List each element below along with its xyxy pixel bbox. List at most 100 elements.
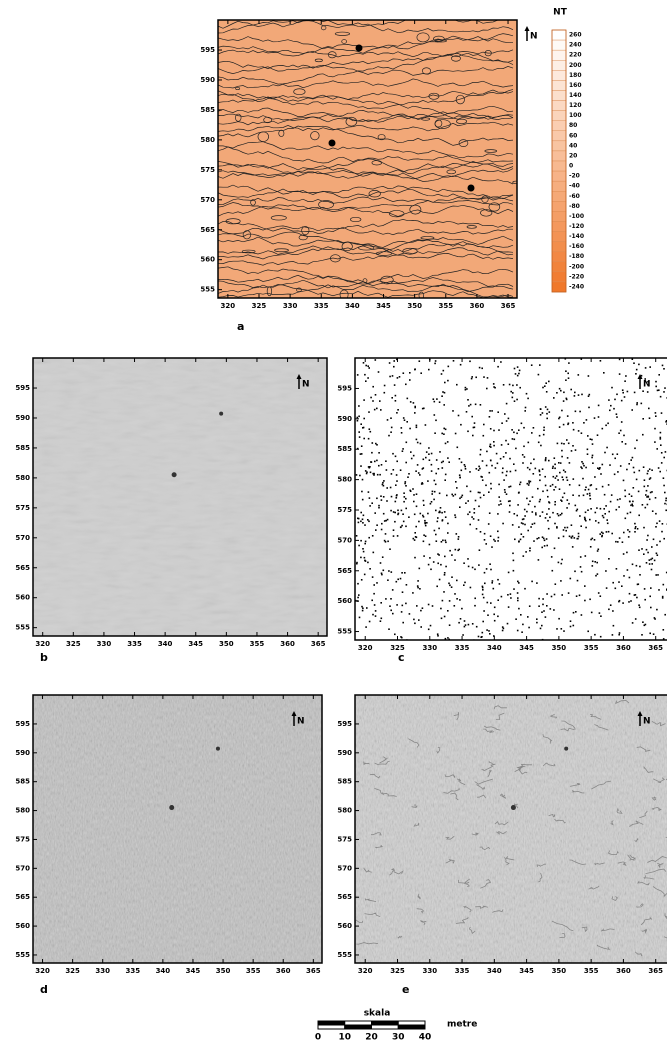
dot	[523, 427, 525, 429]
dot	[435, 473, 437, 475]
dot	[363, 399, 365, 401]
dot	[454, 593, 456, 595]
dot	[360, 557, 362, 559]
dot	[656, 523, 658, 525]
dot	[472, 435, 474, 437]
dot	[381, 573, 383, 575]
dot	[597, 573, 599, 575]
dot	[405, 498, 407, 500]
dot	[606, 531, 608, 533]
dot	[418, 472, 420, 474]
dot	[372, 473, 374, 475]
dot	[567, 424, 569, 426]
x-tick-label: 340	[156, 967, 171, 975]
legend-label: -160	[569, 243, 584, 250]
dot	[401, 611, 403, 613]
map-panel: 3203253303353403453503553603655955905855…	[337, 695, 667, 975]
dot	[360, 540, 362, 542]
anomaly	[511, 805, 516, 810]
dot	[445, 443, 447, 445]
scale-segment	[398, 1021, 425, 1025]
dot	[434, 401, 436, 403]
dot	[445, 429, 447, 431]
dot	[474, 605, 476, 607]
y-tick-label: 590	[15, 749, 30, 757]
dot	[662, 523, 664, 525]
x-tick-label: 320	[221, 302, 236, 310]
dot	[635, 618, 637, 620]
y-tick-label: 585	[337, 445, 352, 453]
dot	[587, 453, 589, 455]
dot	[404, 483, 406, 485]
dot	[560, 580, 562, 582]
dot	[610, 501, 612, 503]
dot	[405, 485, 407, 487]
dot	[459, 474, 461, 476]
dot	[444, 574, 446, 576]
anomaly	[468, 185, 475, 192]
dot	[664, 492, 666, 494]
dot	[606, 519, 608, 521]
dot	[468, 566, 470, 568]
dot	[638, 515, 640, 517]
dot	[514, 439, 516, 441]
dot	[459, 506, 461, 508]
dot	[661, 412, 663, 414]
legend-label: 180	[569, 72, 582, 79]
dot	[512, 397, 514, 399]
dot	[620, 465, 622, 467]
dot	[521, 423, 523, 425]
dot	[482, 589, 484, 591]
dot	[390, 431, 392, 433]
dot	[632, 501, 634, 503]
dot	[416, 493, 418, 495]
dot	[471, 516, 473, 518]
dot	[524, 515, 526, 517]
dot	[567, 479, 569, 481]
dot	[378, 371, 380, 373]
x-tick-label: 325	[65, 967, 80, 975]
dot	[591, 612, 593, 614]
dot	[367, 365, 369, 367]
dot	[419, 568, 421, 570]
dot	[612, 454, 614, 456]
y-tick-label: 580	[200, 136, 215, 144]
dot	[464, 466, 466, 468]
x-tick-label: 345	[519, 644, 534, 652]
dot	[539, 499, 541, 501]
dot	[551, 596, 553, 598]
dot	[648, 408, 650, 410]
dot	[565, 530, 567, 532]
dot	[433, 499, 435, 501]
dot	[497, 599, 499, 601]
dot	[603, 508, 605, 510]
scale-label: 0	[315, 1033, 321, 1043]
dot	[424, 520, 426, 522]
dot	[403, 501, 405, 503]
dot	[529, 500, 531, 502]
dot	[394, 521, 396, 523]
dot	[567, 499, 569, 501]
dot	[644, 479, 646, 481]
dot	[572, 535, 574, 537]
dot	[412, 488, 414, 490]
dot	[472, 623, 474, 625]
dot	[539, 435, 541, 437]
dot	[424, 523, 426, 525]
dot	[547, 496, 549, 498]
dot	[561, 450, 563, 452]
dot	[662, 365, 664, 367]
dot	[447, 637, 449, 639]
x-tick-label: 350	[219, 640, 234, 648]
dot	[652, 510, 654, 512]
x-tick-label: 335	[455, 644, 470, 652]
y-tick-label: 555	[200, 286, 215, 294]
dot	[488, 491, 490, 493]
x-tick-label: 340	[487, 644, 502, 652]
dot	[552, 512, 554, 514]
dot	[356, 562, 358, 564]
dot	[391, 571, 393, 573]
dot	[556, 392, 558, 394]
dot	[443, 433, 445, 435]
